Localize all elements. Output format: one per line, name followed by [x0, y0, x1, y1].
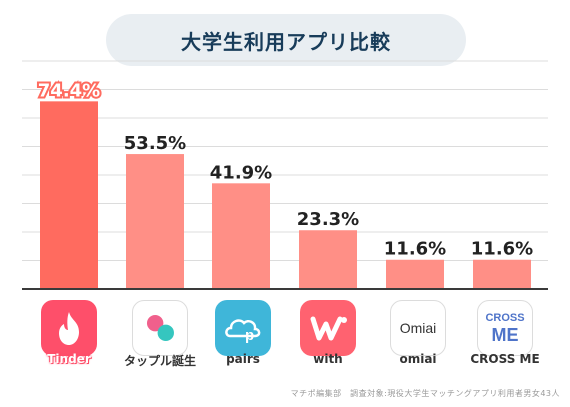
omiai-logo-icon: Omiai [390, 300, 446, 356]
bar-CROSS ME [473, 259, 531, 289]
grid-lines [22, 60, 548, 261]
value-label: 23.3% [297, 209, 359, 230]
value-labels: 74.4% 53.5% 41.9% 23.3% 11.6% 11.6% [36, 78, 533, 260]
with-w-icon [300, 300, 356, 356]
tinder-flame-icon [41, 300, 97, 356]
app-label-with: with [313, 352, 343, 366]
crossme-logo-bottom: ME [491, 324, 519, 345]
value-label: 53.5% [124, 133, 186, 154]
app-label-tapple: タップル誕生 [123, 354, 196, 368]
crossme-logo-top: CROSS [485, 311, 525, 324]
value-label: 41.9% [210, 162, 272, 183]
bar-pairs [212, 183, 270, 289]
bars [40, 101, 531, 289]
value-label: 11.6% [384, 239, 446, 260]
bar-Tinder [40, 101, 98, 289]
value-label: 74.4% [38, 80, 100, 101]
bar-タップル誕生 [126, 154, 184, 289]
chart-title: 大学生利用アプリ比較 [181, 29, 391, 54]
crossme-logo-icon: CROSS ME [477, 300, 533, 356]
pairs-cloud-icon: p [215, 300, 271, 356]
bar-omiai [386, 259, 444, 289]
app-label-crossme: CROSS ME [470, 352, 540, 366]
value-label: 11.6% [471, 239, 533, 260]
svg-text:p: p [245, 327, 254, 344]
source-credit: マチポ編集部 調査対象:現役大学生マッチングアプリ利用者男女43人 [290, 389, 560, 398]
app-label-pairs: pairs [226, 352, 260, 366]
omiai-logo-text: Omiai [399, 320, 437, 336]
tapple-circles-icon [132, 300, 188, 356]
title-pill: 大学生利用アプリ比較 [106, 14, 466, 66]
app-label-omiai: omiai [399, 352, 437, 366]
bar-with [299, 230, 357, 289]
app-label-tinder: Tinder [47, 352, 91, 366]
